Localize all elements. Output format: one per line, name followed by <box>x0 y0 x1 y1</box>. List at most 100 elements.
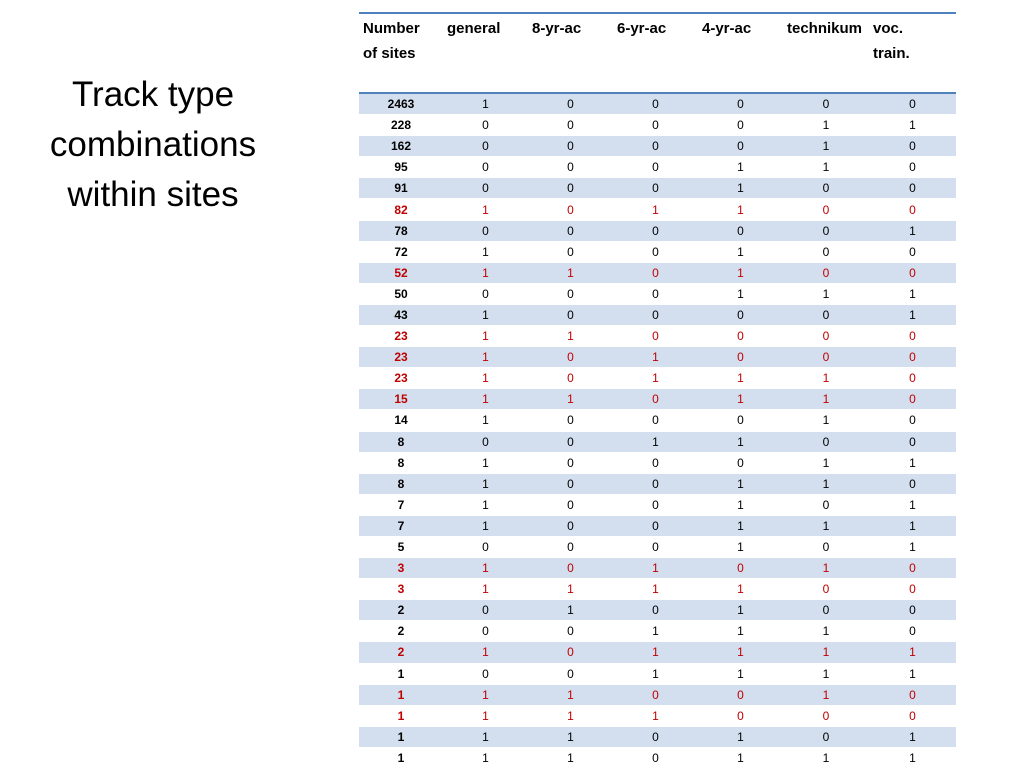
track-flag-cell: 0 <box>613 684 698 706</box>
track-flag-cell: 1 <box>783 452 869 474</box>
track-flag-cell: 1 <box>783 557 869 580</box>
header-label: 8-yr-ac <box>532 20 582 37</box>
track-flag-cell: 0 <box>783 536 869 559</box>
site-count-cell: 72 <box>359 241 443 263</box>
track-flag-cell: 1 <box>698 620 783 643</box>
track-flag-cell: 0 <box>869 620 956 643</box>
header-label: 6-yr-ac <box>617 20 667 37</box>
track-flag-cell: 0 <box>443 663 528 685</box>
track-flag-cell: 1 <box>783 367 869 390</box>
track-flag-cell: 1 <box>528 578 613 601</box>
track-flag-cell: 0 <box>869 431 956 453</box>
track-flag-cell: 1 <box>698 198 783 221</box>
track-flag-cell: 0 <box>443 536 528 559</box>
track-flag-cell: 1 <box>698 663 783 685</box>
track-flag-cell: 1 <box>528 599 613 622</box>
track-flag-cell: 0 <box>613 241 698 263</box>
track-flag-cell: 0 <box>613 304 698 327</box>
table-row: 50 0 0 0 1 1 1 <box>359 283 956 305</box>
table-row: 72 1 0 0 1 0 0 <box>359 241 956 263</box>
track-flag-cell: 1 <box>698 515 783 537</box>
track-flag-cell: 0 <box>698 705 783 727</box>
site-count-cell: 78 <box>359 220 443 242</box>
site-count-cell: 8 <box>359 431 443 453</box>
track-flag-cell: 1 <box>443 388 528 411</box>
track-flag-cell: 1 <box>698 641 783 664</box>
track-flag-cell: 1 <box>443 346 528 369</box>
track-flag-cell: 1 <box>613 198 698 221</box>
track-flag-cell: 1 <box>528 388 613 411</box>
track-flag-cell: 1 <box>698 367 783 390</box>
track-flag-cell: 0 <box>698 114 783 137</box>
track-flag-cell: 0 <box>613 156 698 179</box>
track-flag-cell: 0 <box>869 93 956 116</box>
track-flag-cell: 0 <box>783 431 869 453</box>
track-flag-cell: 1 <box>698 156 783 179</box>
track-flag-cell: 1 <box>783 473 869 495</box>
track-flag-cell: 0 <box>869 367 956 390</box>
site-count-cell: 50 <box>359 283 443 305</box>
track-flag-cell: 1 <box>869 641 956 664</box>
track-flag-cell: 0 <box>613 515 698 537</box>
site-count-cell: 1 <box>359 705 443 727</box>
site-count-cell: 23 <box>359 367 443 390</box>
track-flag-cell: 0 <box>613 452 698 474</box>
track-flag-cell: 1 <box>613 620 698 643</box>
track-flag-cell: 1 <box>698 241 783 263</box>
track-flag-cell: 0 <box>613 726 698 748</box>
track-flag-cell: 1 <box>443 198 528 221</box>
site-count-cell: 2 <box>359 641 443 664</box>
track-flag-cell: 0 <box>869 135 956 158</box>
track-flag-cell: 0 <box>698 135 783 158</box>
track-flag-cell: 1 <box>698 283 783 305</box>
table-row: 78 0 0 0 0 0 1 <box>359 220 956 242</box>
header-4-yr-ac: 4-yr-ac <box>698 12 783 94</box>
track-flag-cell: 0 <box>698 684 783 706</box>
track-flag-cell: 1 <box>783 641 869 664</box>
track-flag-cell: 1 <box>869 726 956 748</box>
site-count-cell: 8 <box>359 452 443 474</box>
header-voc-train: voc. train. <box>869 12 956 94</box>
table-row: 23 1 1 0 0 0 0 <box>359 325 956 348</box>
track-flag-cell: 0 <box>698 93 783 116</box>
site-count-cell: 2 <box>359 599 443 622</box>
track-flag-cell: 0 <box>869 578 956 601</box>
track-flag-cell: 1 <box>443 557 528 580</box>
slide-title: Track type combinations within sites <box>22 70 284 220</box>
track-flag-cell: 0 <box>869 684 956 706</box>
track-flag-cell: 0 <box>528 220 613 242</box>
combinations-table-container: Number of sites general 8-yr-ac 6-yr-ac 4-yr-… <box>359 12 956 768</box>
track-flag-cell: 0 <box>443 431 528 453</box>
table-row: 91 0 0 0 1 0 0 <box>359 177 956 200</box>
site-count-cell: 2 <box>359 620 443 643</box>
track-flag-cell: 0 <box>783 177 869 200</box>
track-flag-cell: 1 <box>698 494 783 516</box>
track-flag-cell: 1 <box>528 705 613 727</box>
track-flag-cell: 1 <box>869 114 956 137</box>
site-count-cell: 3 <box>359 578 443 601</box>
track-flag-cell: 1 <box>528 726 613 748</box>
track-flag-cell: 1 <box>869 536 956 559</box>
header-label: train. <box>873 45 910 62</box>
track-flag-cell: 0 <box>698 452 783 474</box>
table-row: 95 0 0 0 1 1 0 <box>359 156 956 179</box>
track-flag-cell: 0 <box>869 346 956 369</box>
track-flag-cell: 0 <box>528 93 613 116</box>
track-flag-cell: 1 <box>443 747 528 768</box>
site-count-cell: 43 <box>359 304 443 327</box>
track-flag-cell: 1 <box>783 114 869 137</box>
track-flag-cell: 1 <box>443 304 528 327</box>
track-flag-cell: 0 <box>869 705 956 727</box>
track-flag-cell: 1 <box>443 452 528 474</box>
track-flag-cell: 1 <box>698 473 783 495</box>
site-count-cell: 3 <box>359 557 443 580</box>
site-count-cell: 2463 <box>359 93 443 116</box>
header-technikum: technikum <box>783 12 869 94</box>
track-flag-cell: 0 <box>528 452 613 474</box>
